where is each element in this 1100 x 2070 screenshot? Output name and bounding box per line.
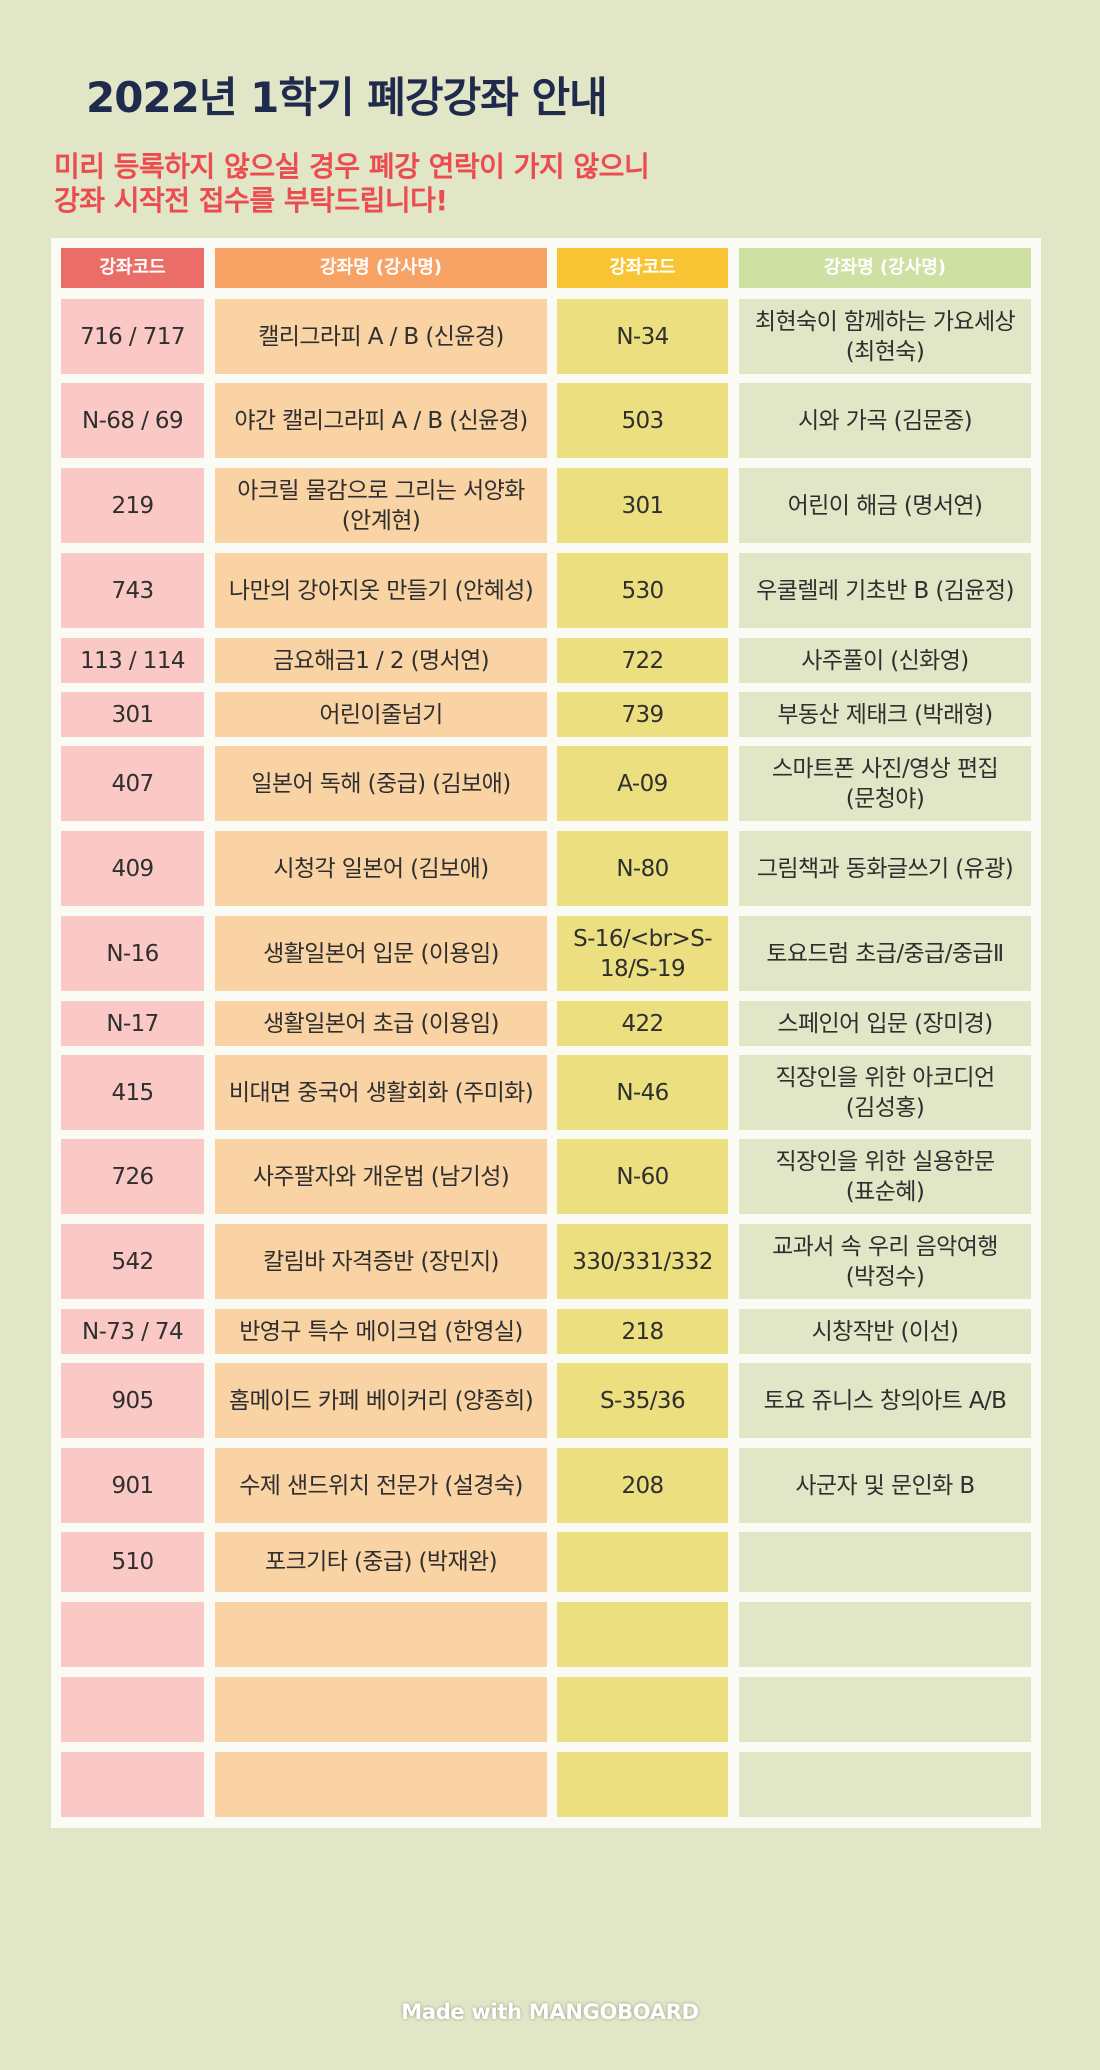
footer-watermark: Made with MANGOBOARD (401, 2000, 699, 2024)
table-cell-course-name: 금요해금1 / 2 (명서연) (215, 638, 547, 683)
registration-notice: 미리 등록하지 않으실 경우 폐강 연락이 가지 않으니 강좌 시작전 접수를 … (54, 150, 814, 218)
table-cell-course-code: 415 (61, 1055, 204, 1130)
table-cell-course-code (557, 1752, 728, 1817)
table-cell-course-code: 409 (61, 831, 204, 906)
table-cell-course-name: 비대면 중국어 생활회화 (주미화) (215, 1055, 547, 1130)
table-cell-course-name: 사주풀이 (신화영) (739, 638, 1031, 683)
table-cell-course-code: N-46 (557, 1055, 728, 1130)
table-cell-course-code (61, 1677, 204, 1742)
table-cell-course-name: 수제 샌드위치 전문가 (설경숙) (215, 1448, 547, 1523)
table-cell-course-name (739, 1752, 1031, 1817)
notice-line-1: 미리 등록하지 않으실 경우 폐강 연락이 가지 않으니 (54, 150, 650, 183)
table-cell-course-code: 330/331/332 (557, 1224, 728, 1299)
table-cell-course-name: 스페인어 입문 (장미경) (739, 1001, 1031, 1046)
table-cell-course-name: 최현숙이 함께하는 가요세상 (최현숙) (739, 299, 1031, 374)
table-cell-course-code: 301 (61, 692, 204, 737)
table-cell-course-name: 그림책과 동화글쓰기 (유광) (739, 831, 1031, 906)
table-cell-course-code: 219 (61, 468, 204, 543)
table-cell-course-code: 503 (557, 383, 728, 458)
table-cell-course-code: 407 (61, 746, 204, 821)
table-cell-course-code (61, 1602, 204, 1667)
table-cell-course-name: 시청각 일본어 (김보애) (215, 831, 547, 906)
table-cell-course-code (557, 1677, 728, 1742)
table-cell-course-code: N-16 (61, 916, 204, 991)
table-cell-course-name (215, 1752, 547, 1817)
table-cell-course-name: 직장인을 위한 실용한문 (표순혜) (739, 1139, 1031, 1214)
table-cell-course-name (739, 1602, 1031, 1667)
table-cell-course-name: 교과서 속 우리 음악여행 (박정수) (739, 1224, 1031, 1299)
table-cell-course-name: 포크기타 (중급) (박재완) (215, 1532, 547, 1592)
table-cell-course-name: 반영구 특수 메이크업 (한영실) (215, 1309, 547, 1354)
table-cell-course-name: 스마트폰 사진/영상 편집 (문청야) (739, 746, 1031, 821)
table-cell-course-name: 토요드럼 초급/중급/중급Ⅱ (739, 916, 1031, 991)
table-cell-course-name: 토요 쥬니스 창의아트 A/B (739, 1363, 1031, 1438)
table-cell-course-code: 218 (557, 1309, 728, 1354)
header-course-code-left: 강좌코드 (61, 248, 204, 288)
table-cell-course-code: N-80 (557, 831, 728, 906)
table-cell-course-name: 부동산 제태크 (박래형) (739, 692, 1031, 737)
table-cell-course-name: 생활일본어 초급 (이용임) (215, 1001, 547, 1046)
header-course-name-left: 강좌명 (강사명) (215, 248, 547, 288)
table-cell-course-code: S-35/36 (557, 1363, 728, 1438)
table-cell-course-code (557, 1532, 728, 1592)
table-cell-course-code: 530 (557, 553, 728, 628)
table-cell-course-name: 직장인을 위한 아코디언 (김성홍) (739, 1055, 1031, 1130)
table-cell-course-code: 726 (61, 1139, 204, 1214)
table-cell-course-name: 어린이 해금 (명서연) (739, 468, 1031, 543)
table-cell-course-name: 생활일본어 입문 (이용임) (215, 916, 547, 991)
table-cell-course-code: S-16/<br>S-18/S-19 (557, 916, 728, 991)
page-title: 2022년 1학기 폐강강좌 안내 (86, 73, 608, 122)
table-cell-course-code: 905 (61, 1363, 204, 1438)
table-cell-course-code (61, 1752, 204, 1817)
table-cell-course-name (739, 1677, 1031, 1742)
table-cell-course-code: N-68 / 69 (61, 383, 204, 458)
table-cell-course-name: 사군자 및 문인화 B (739, 1448, 1031, 1523)
table-cell-course-name: 야간 캘리그라피 A / B (신윤경) (215, 383, 547, 458)
table-cell-course-name: 우쿨렐레 기초반 B (김윤정) (739, 553, 1031, 628)
table-cell-course-name (739, 1532, 1031, 1592)
table-cell-course-code (557, 1602, 728, 1667)
table-cell-course-name: 시창작반 (이선) (739, 1309, 1031, 1354)
table-cell-course-code: N-34 (557, 299, 728, 374)
header-course-name-right: 강좌명 (강사명) (739, 248, 1031, 288)
table-cell-course-name: 일본어 독해 (중급) (김보애) (215, 746, 547, 821)
table-cell-course-code: N-73 / 74 (61, 1309, 204, 1354)
table-cell-course-name: 나만의 강아지옷 만들기 (안혜성) (215, 553, 547, 628)
table-cell-course-code: 722 (557, 638, 728, 683)
table-cell-course-code: 301 (557, 468, 728, 543)
table-cell-course-name: 캘리그라피 A / B (신윤경) (215, 299, 547, 374)
table-cell-course-name: 시와 가곡 (김문중) (739, 383, 1031, 458)
table-cell-course-name: 칼림바 자격증반 (장민지) (215, 1224, 547, 1299)
table-cell-course-code: 716 / 717 (61, 299, 204, 374)
table-cell-course-name: 홈메이드 카페 베이커리 (양종희) (215, 1363, 547, 1438)
table-cell-course-name: 어린이줄넘기 (215, 692, 547, 737)
table-cell-course-code: 422 (557, 1001, 728, 1046)
table-cell-course-code: 113 / 114 (61, 638, 204, 683)
table-cell-course-code: 743 (61, 553, 204, 628)
table-cell-course-code: N-17 (61, 1001, 204, 1046)
table-cell-course-code: 510 (61, 1532, 204, 1592)
table-cell-course-code: 208 (557, 1448, 728, 1523)
table-cell-course-code: A-09 (557, 746, 728, 821)
table-cell-course-name (215, 1677, 547, 1742)
table-cell-course-code: N-60 (557, 1139, 728, 1214)
notice-line-2: 강좌 시작전 접수를 부탁드립니다! (54, 184, 448, 217)
table-cell-course-name (215, 1602, 547, 1667)
table-cell-course-name: 사주팔자와 개운법 (남기성) (215, 1139, 547, 1214)
table-cell-course-code: 739 (557, 692, 728, 737)
header-course-code-right: 강좌코드 (557, 248, 728, 288)
table-cell-course-code: 542 (61, 1224, 204, 1299)
table-cell-course-name: 아크릴 물감으로 그리는 서양화 (안계현) (215, 468, 547, 543)
table-cell-course-code: 901 (61, 1448, 204, 1523)
